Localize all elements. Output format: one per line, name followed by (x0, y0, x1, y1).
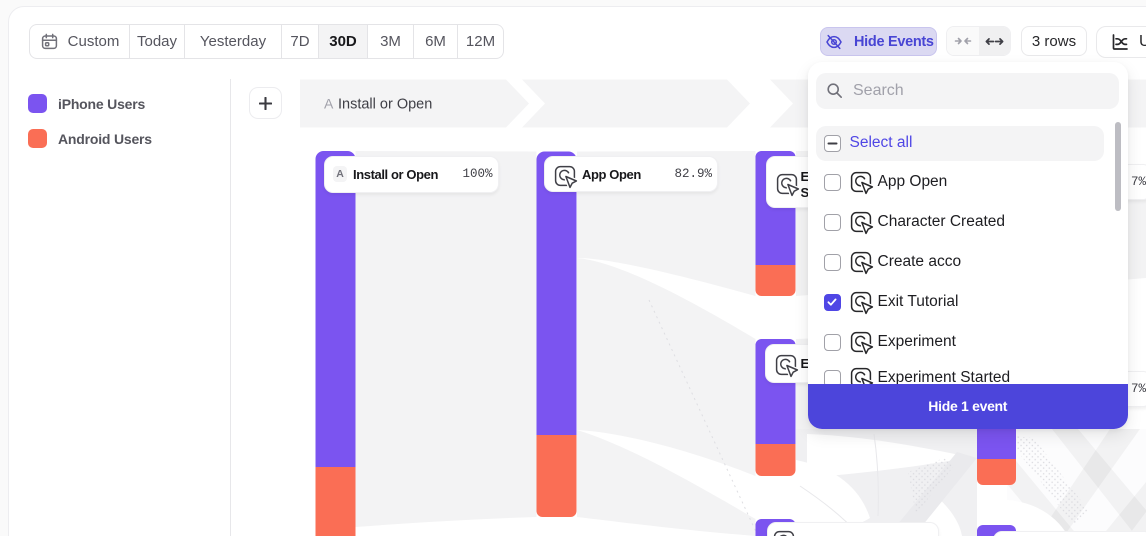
svg-text:A: A (324, 96, 334, 112)
svg-text:Install or Open: Install or Open (338, 97, 432, 113)
